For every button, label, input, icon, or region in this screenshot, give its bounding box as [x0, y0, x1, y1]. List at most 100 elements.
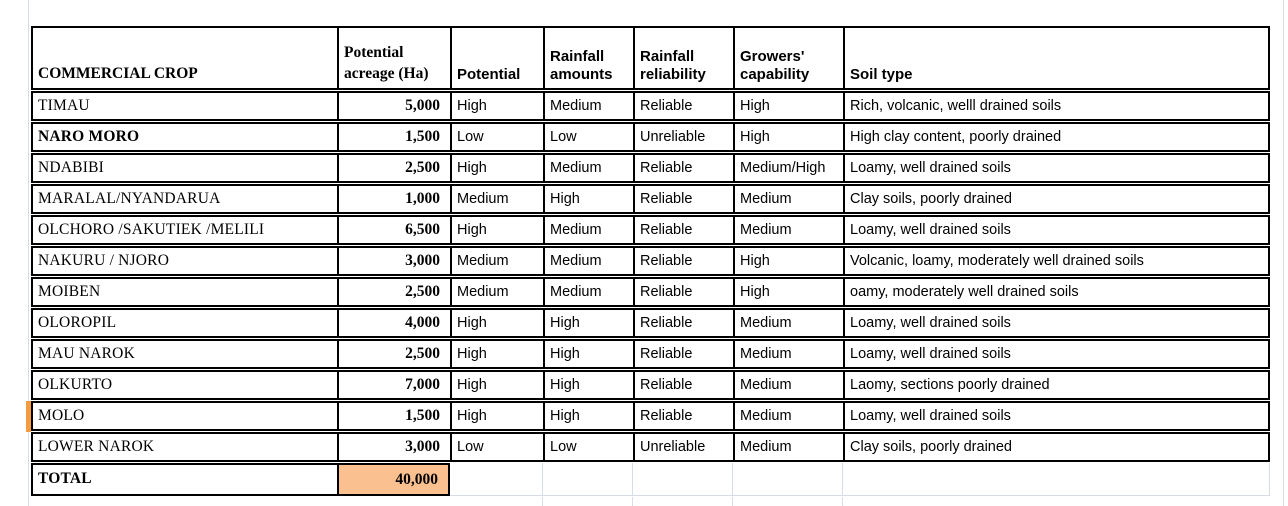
- cell-rainfall-reliability[interactable]: Reliable: [633, 339, 733, 369]
- cell-potential[interactable]: Medium: [450, 184, 543, 214]
- cell-potential[interactable]: High: [450, 91, 543, 121]
- cell-rainfall-amounts[interactable]: Medium: [543, 215, 633, 245]
- cell-potential[interactable]: High: [450, 215, 543, 245]
- cell-acreage[interactable]: 2,500: [337, 339, 450, 369]
- cell-rainfall-amounts[interactable]: Medium: [543, 153, 633, 183]
- cell-potential[interactable]: High: [450, 308, 543, 338]
- cell-rainfall-reliability[interactable]: Reliable: [633, 153, 733, 183]
- cell-soil-type[interactable]: Laomy, sections poorly drained: [843, 370, 1270, 400]
- cell-crop[interactable]: MAU NAROK: [31, 339, 337, 369]
- total-label-cell[interactable]: TOTAL: [31, 463, 337, 496]
- cell-rainfall-reliability[interactable]: Reliable: [633, 184, 733, 214]
- col-header-rainfall-amounts[interactable]: Rainfall amounts: [543, 26, 633, 90]
- total-acreage-cell[interactable]: 40,000: [337, 463, 450, 496]
- cell-rainfall-amounts[interactable]: High: [543, 184, 633, 214]
- cell-crop[interactable]: MARALAL/NYANDARUA: [31, 184, 337, 214]
- col-header-commercial-crop[interactable]: COMMERCIAL CROP: [31, 26, 337, 90]
- cell-crop[interactable]: OLOROPIL: [31, 308, 337, 338]
- cell-rainfall-amounts[interactable]: High: [543, 339, 633, 369]
- cell-soil-type[interactable]: oamy, moderately well drained soils: [843, 277, 1270, 307]
- cell-rainfall-reliability[interactable]: Reliable: [633, 277, 733, 307]
- cell-crop[interactable]: MOIBEN: [31, 277, 337, 307]
- cell-acreage[interactable]: 2,500: [337, 153, 450, 183]
- table-row-ndabibi: NDABIBI 2,500 High Medium Reliable Medium/Hig…: [31, 153, 1270, 183]
- cell-soil-type[interactable]: High clay content, poorly drained: [843, 122, 1270, 152]
- total-empty-cell-soil-type[interactable]: [843, 463, 1270, 496]
- cell-growers-capability[interactable]: Medium: [733, 215, 843, 245]
- cell-growers-capability[interactable]: Medium/High: [733, 153, 843, 183]
- cell-growers-capability[interactable]: Medium: [733, 432, 843, 462]
- cell-rainfall-reliability[interactable]: Reliable: [633, 91, 733, 121]
- cell-acreage[interactable]: 1,500: [337, 401, 450, 431]
- cell-rainfall-reliability[interactable]: Reliable: [633, 246, 733, 276]
- cell-acreage[interactable]: 3,000: [337, 432, 450, 462]
- table-row-olchoro-sakutiek-melili: OLCHORO /SAKUTIEK /MELILI 6,500 High Medium…: [31, 215, 1270, 245]
- cell-growers-capability[interactable]: High: [733, 277, 843, 307]
- col-header-growers-capability[interactable]: Growers' capability: [733, 26, 843, 90]
- cell-soil-type[interactable]: Rich, volcanic, welll drained soils: [843, 91, 1270, 121]
- cell-soil-type[interactable]: Clay soils, poorly drained: [843, 432, 1270, 462]
- cell-crop[interactable]: NDABIBI: [31, 153, 337, 183]
- cell-growers-capability[interactable]: High: [733, 122, 843, 152]
- cell-rainfall-reliability[interactable]: Reliable: [633, 401, 733, 431]
- cell-potential[interactable]: High: [450, 370, 543, 400]
- cell-crop[interactable]: NARO MORO: [31, 122, 337, 152]
- cell-rainfall-amounts[interactable]: High: [543, 370, 633, 400]
- total-empty-cell-rainfall-amounts[interactable]: [543, 463, 633, 496]
- cell-rainfall-reliability[interactable]: Unreliable: [633, 122, 733, 152]
- cell-potential[interactable]: Low: [450, 122, 543, 152]
- col-header-potential-acreage[interactable]: Potential acreage (Ha): [337, 26, 450, 90]
- cell-acreage[interactable]: 1,000: [337, 184, 450, 214]
- cell-acreage[interactable]: 1,500: [337, 122, 450, 152]
- total-empty-cell-potential[interactable]: [450, 463, 543, 496]
- cell-rainfall-reliability[interactable]: Unreliable: [633, 432, 733, 462]
- cell-crop[interactable]: OLCHORO /SAKUTIEK /MELILI: [31, 215, 337, 245]
- cell-crop[interactable]: MOLO: [31, 401, 337, 431]
- cell-rainfall-amounts[interactable]: Medium: [543, 91, 633, 121]
- cell-potential[interactable]: High: [450, 401, 543, 431]
- cell-rainfall-amounts[interactable]: Low: [543, 432, 633, 462]
- total-empty-cell-rainfall-reliability[interactable]: [633, 463, 733, 496]
- col-header-rainfall-reliability[interactable]: Rainfall reliability: [633, 26, 733, 90]
- cell-soil-type[interactable]: Loamy, well drained soils: [843, 215, 1270, 245]
- cell-rainfall-amounts[interactable]: Medium: [543, 277, 633, 307]
- cell-acreage[interactable]: 4,000: [337, 308, 450, 338]
- cell-growers-capability[interactable]: High: [733, 91, 843, 121]
- cell-soil-type[interactable]: Volcanic, loamy, moderately well drained…: [843, 246, 1270, 276]
- cell-growers-capability[interactable]: Medium: [733, 370, 843, 400]
- cell-crop[interactable]: OLKURTO: [31, 370, 337, 400]
- cell-soil-type[interactable]: Loamy, well drained soils: [843, 401, 1270, 431]
- cell-acreage[interactable]: 5,000: [337, 91, 450, 121]
- cell-potential[interactable]: Low: [450, 432, 543, 462]
- cell-acreage[interactable]: 3,000: [337, 246, 450, 276]
- cell-crop[interactable]: LOWER NAROK: [31, 432, 337, 462]
- cell-crop[interactable]: NAKURU / NJORO: [31, 246, 337, 276]
- cell-potential[interactable]: High: [450, 339, 543, 369]
- cell-growers-capability[interactable]: Medium: [733, 401, 843, 431]
- cell-soil-type[interactable]: Clay soils, poorly drained: [843, 184, 1270, 214]
- total-empty-cell-growers-capability[interactable]: [733, 463, 843, 496]
- cell-growers-capability[interactable]: Medium: [733, 184, 843, 214]
- cell-potential[interactable]: Medium: [450, 246, 543, 276]
- col-header-soil-type[interactable]: Soil type: [843, 26, 1270, 90]
- cell-potential[interactable]: High: [450, 153, 543, 183]
- cell-rainfall-reliability[interactable]: Reliable: [633, 370, 733, 400]
- cell-acreage[interactable]: 7,000: [337, 370, 450, 400]
- cell-rainfall-amounts[interactable]: Low: [543, 122, 633, 152]
- cell-growers-capability[interactable]: Medium: [733, 308, 843, 338]
- cell-soil-type[interactable]: Loamy, well drained soils: [843, 339, 1270, 369]
- cell-acreage[interactable]: 6,500: [337, 215, 450, 245]
- cell-soil-type[interactable]: Loamy, well drained soils: [843, 308, 1270, 338]
- cell-rainfall-reliability[interactable]: Reliable: [633, 215, 733, 245]
- cell-growers-capability[interactable]: Medium: [733, 339, 843, 369]
- cell-soil-type[interactable]: Loamy, well drained soils: [843, 153, 1270, 183]
- cell-crop[interactable]: TIMAU: [31, 91, 337, 121]
- cell-potential[interactable]: Medium: [450, 277, 543, 307]
- cell-rainfall-amounts[interactable]: Medium: [543, 246, 633, 276]
- cell-rainfall-amounts[interactable]: High: [543, 401, 633, 431]
- cell-rainfall-amounts[interactable]: High: [543, 308, 633, 338]
- cell-rainfall-reliability[interactable]: Reliable: [633, 308, 733, 338]
- cell-acreage[interactable]: 2,500: [337, 277, 450, 307]
- cell-growers-capability[interactable]: High: [733, 246, 843, 276]
- col-header-potential[interactable]: Potential: [450, 26, 543, 90]
